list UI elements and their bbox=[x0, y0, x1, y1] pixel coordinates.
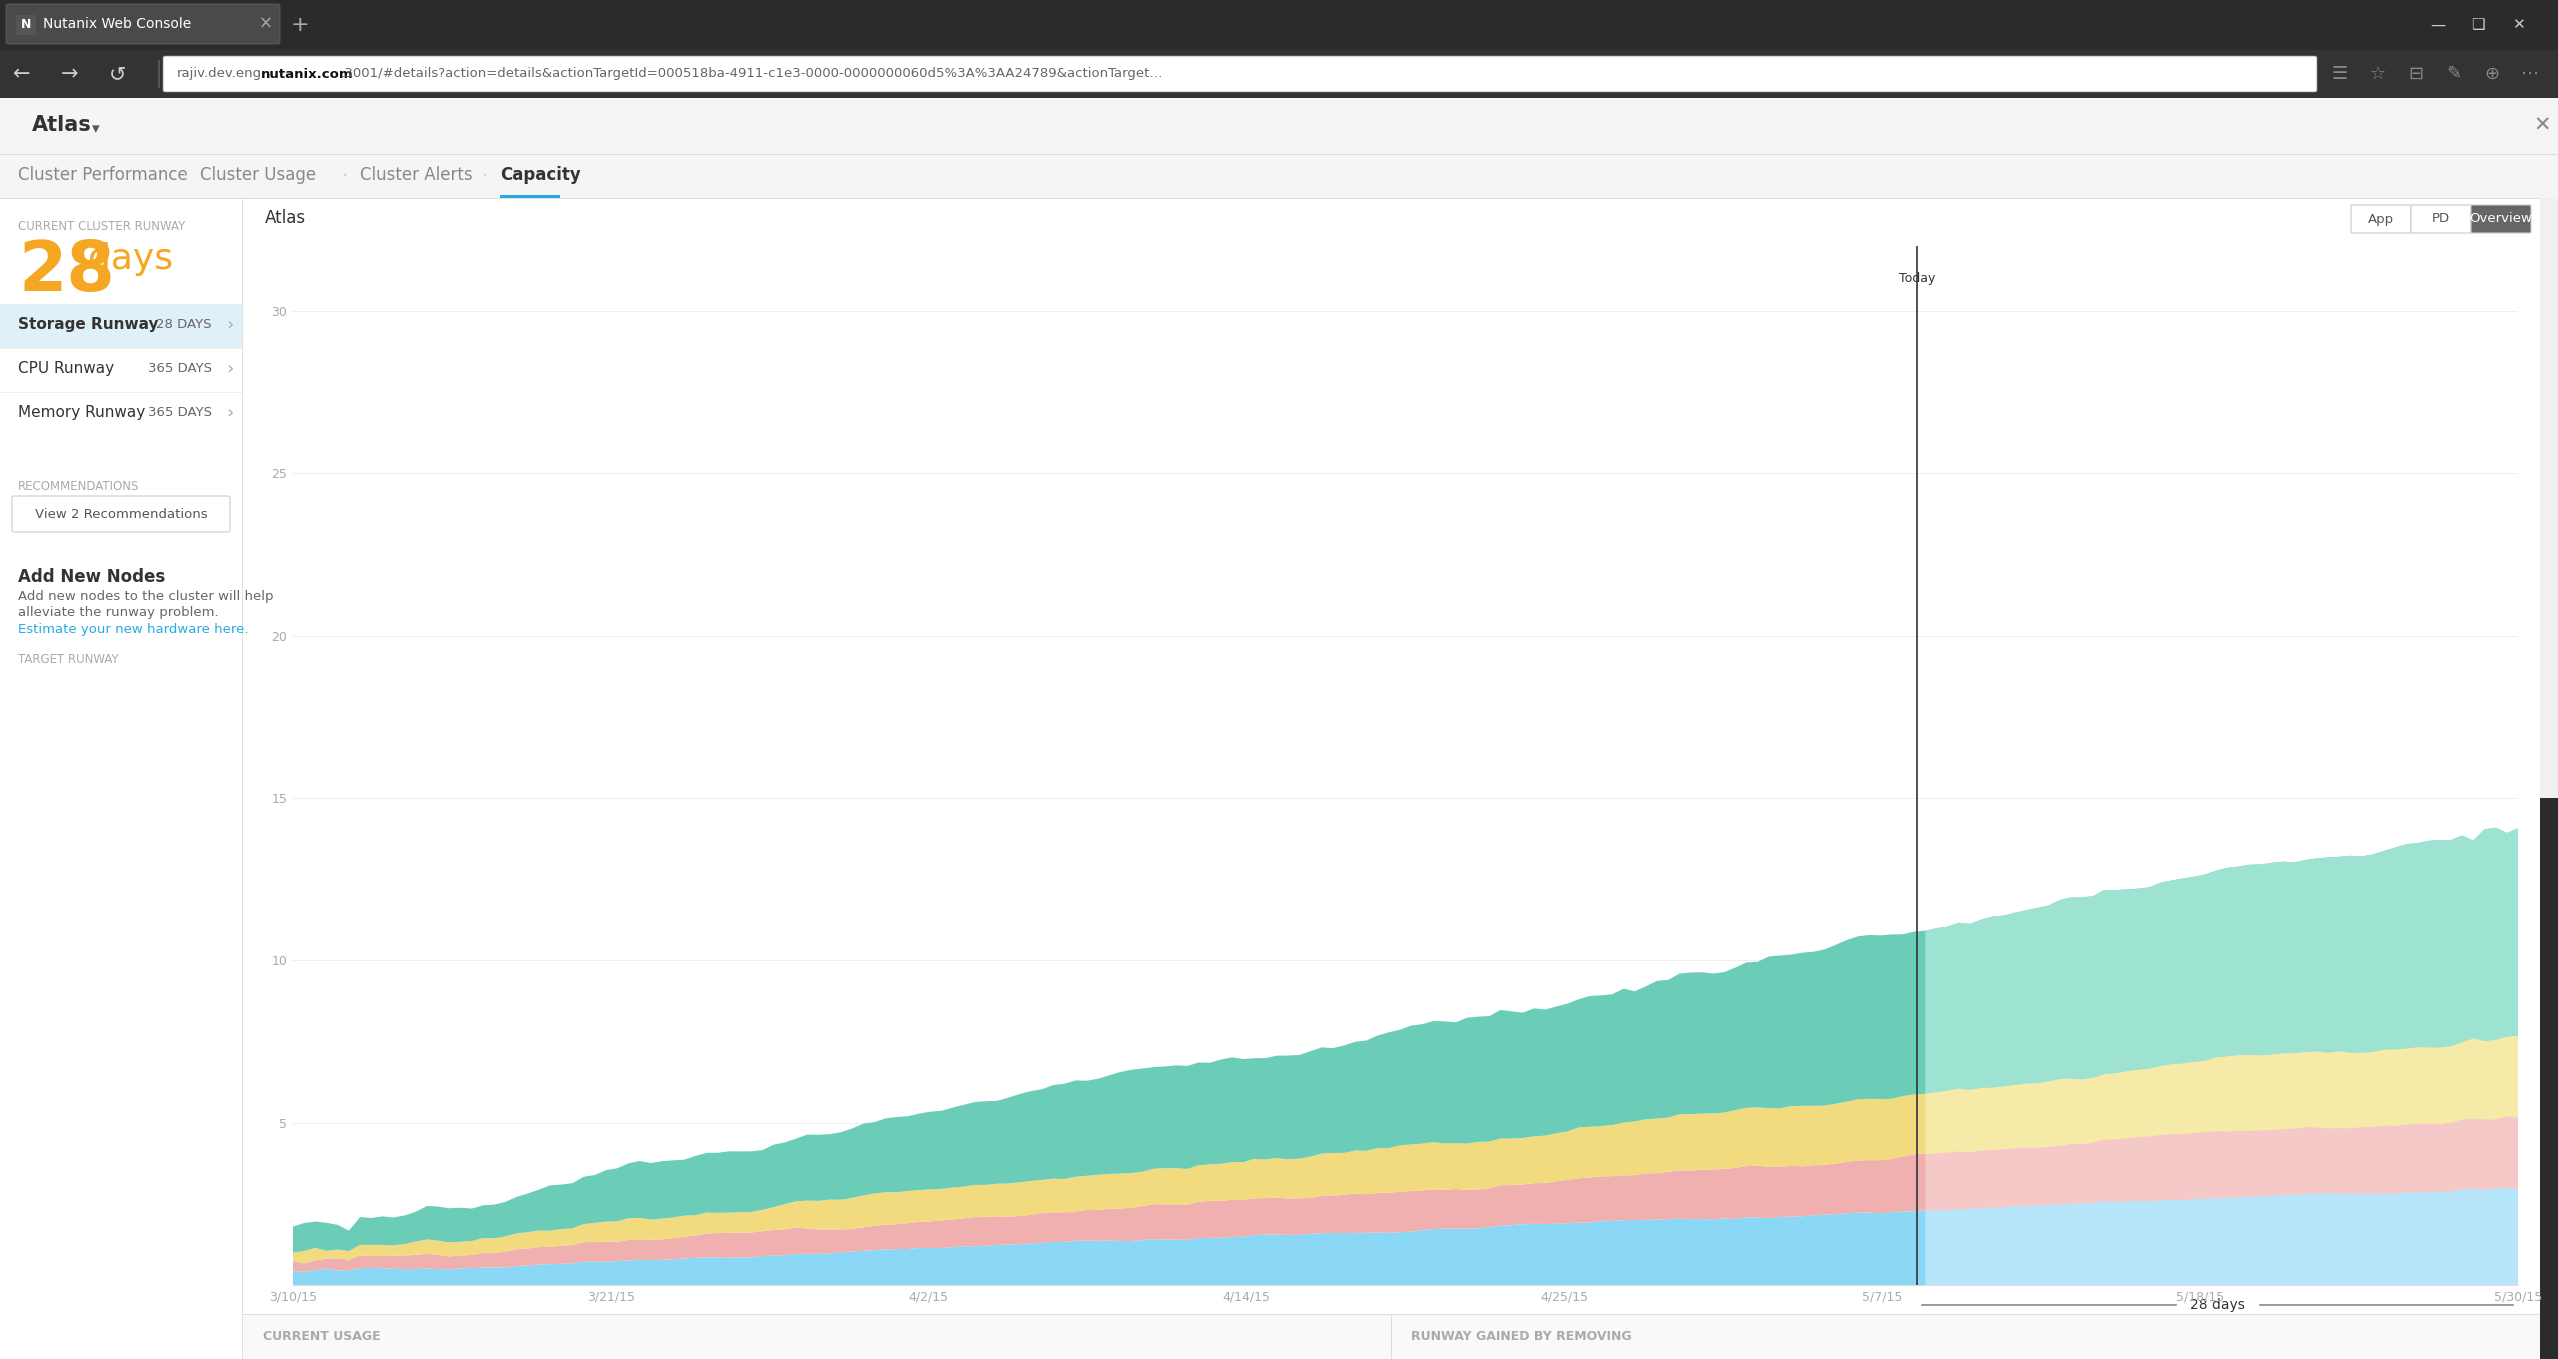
Text: ⊟: ⊟ bbox=[2410, 65, 2422, 83]
Text: Today: Today bbox=[1898, 272, 1936, 285]
Text: ›: › bbox=[225, 404, 233, 423]
Text: Atlas: Atlas bbox=[33, 116, 92, 135]
Text: ›: › bbox=[225, 317, 233, 334]
Text: rajiv.dev.eng.: rajiv.dev.eng. bbox=[177, 68, 266, 80]
Text: ←: ← bbox=[13, 64, 31, 84]
Text: +: + bbox=[292, 15, 310, 35]
Bar bbox=[0, 198, 243, 1359]
Text: :3001/#details?action=details&actionTargetId=000518ba-4911-c1e3-0000-0000000060d: :3001/#details?action=details&actionTarg… bbox=[340, 68, 1164, 80]
Text: View 2 Recommendations: View 2 Recommendations bbox=[36, 507, 207, 520]
FancyBboxPatch shape bbox=[5, 4, 279, 43]
Bar bbox=[2540, 198, 2558, 798]
Text: ▾: ▾ bbox=[92, 121, 100, 136]
FancyBboxPatch shape bbox=[164, 56, 2318, 92]
Text: Storage Runway: Storage Runway bbox=[18, 318, 159, 333]
Text: TARGET RUNWAY: TARGET RUNWAY bbox=[18, 654, 118, 666]
Bar bbox=[0, 50, 2558, 98]
Text: ›: › bbox=[225, 360, 233, 378]
Text: RUNWAY GAINED BY REMOVING: RUNWAY GAINED BY REMOVING bbox=[1412, 1329, 1632, 1343]
Bar bbox=[0, 154, 2558, 198]
Text: 28 days: 28 days bbox=[2190, 1298, 2246, 1311]
Text: Estimate your new hardware here.: Estimate your new hardware here. bbox=[18, 622, 248, 636]
Text: ✎: ✎ bbox=[2445, 65, 2461, 83]
Text: →: → bbox=[61, 64, 79, 84]
Text: ·: · bbox=[343, 167, 348, 185]
Text: Cluster Alerts: Cluster Alerts bbox=[361, 166, 473, 183]
Bar bbox=[0, 304, 243, 348]
Text: CURRENT CLUSTER RUNWAY: CURRENT CLUSTER RUNWAY bbox=[18, 220, 184, 232]
Text: Add New Nodes: Add New Nodes bbox=[18, 568, 166, 586]
Bar bbox=[0, 0, 2558, 50]
Text: ❑: ❑ bbox=[2471, 18, 2484, 33]
Text: Cluster Usage: Cluster Usage bbox=[200, 166, 317, 183]
FancyBboxPatch shape bbox=[13, 496, 230, 531]
Text: days: days bbox=[87, 242, 174, 276]
Text: ✕: ✕ bbox=[2532, 116, 2550, 136]
Text: ·: · bbox=[481, 167, 489, 185]
Text: Cluster Performance: Cluster Performance bbox=[18, 166, 187, 183]
Bar bbox=[0, 98, 2558, 154]
FancyBboxPatch shape bbox=[2471, 205, 2530, 232]
Text: 28: 28 bbox=[18, 238, 115, 304]
Text: CPU Runway: CPU Runway bbox=[18, 361, 115, 376]
Text: nutanix.com: nutanix.com bbox=[261, 68, 353, 80]
Text: —: — bbox=[2430, 18, 2445, 33]
Text: Nutanix Web Console: Nutanix Web Console bbox=[43, 18, 192, 31]
Text: ⊕: ⊕ bbox=[2484, 65, 2499, 83]
Text: 365 DAYS: 365 DAYS bbox=[148, 406, 212, 420]
FancyBboxPatch shape bbox=[2412, 205, 2471, 232]
Text: ×: × bbox=[258, 15, 274, 33]
Text: ☆: ☆ bbox=[2369, 65, 2387, 83]
Text: ✕: ✕ bbox=[2512, 18, 2525, 33]
Text: Atlas: Atlas bbox=[266, 209, 307, 227]
Text: alleviate the runway problem.: alleviate the runway problem. bbox=[18, 606, 217, 618]
Bar bbox=[15, 15, 36, 35]
Text: 28 DAYS: 28 DAYS bbox=[156, 318, 212, 332]
Bar bbox=[243, 198, 2540, 1359]
Bar bbox=[499, 194, 560, 198]
Text: Overview: Overview bbox=[2468, 212, 2532, 226]
Text: 365 DAYS: 365 DAYS bbox=[148, 363, 212, 375]
Text: ☰: ☰ bbox=[2333, 65, 2348, 83]
Text: RECOMMENDATIONS: RECOMMENDATIONS bbox=[18, 480, 138, 493]
Text: ⋯: ⋯ bbox=[2522, 65, 2540, 83]
Text: Memory Runway: Memory Runway bbox=[18, 405, 146, 420]
Bar bbox=[243, 1316, 2540, 1359]
Text: Add new nodes to the cluster will help: Add new nodes to the cluster will help bbox=[18, 590, 274, 603]
Text: Capacity: Capacity bbox=[499, 166, 581, 183]
Text: PD: PD bbox=[2433, 212, 2451, 226]
Text: ↺: ↺ bbox=[110, 64, 128, 84]
FancyBboxPatch shape bbox=[2351, 205, 2412, 232]
Text: App: App bbox=[2369, 212, 2394, 226]
Text: N: N bbox=[20, 19, 31, 31]
Text: ·: · bbox=[182, 167, 189, 185]
Text: CURRENT USAGE: CURRENT USAGE bbox=[263, 1329, 381, 1343]
